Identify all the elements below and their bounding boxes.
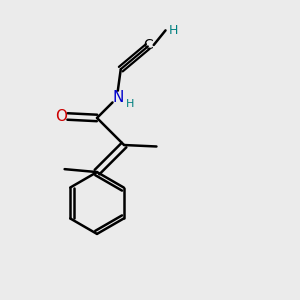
Text: C: C — [143, 38, 153, 52]
Text: H: H — [126, 99, 134, 109]
Text: H: H — [169, 24, 178, 37]
Text: N: N — [112, 90, 124, 105]
Text: O: O — [55, 109, 67, 124]
